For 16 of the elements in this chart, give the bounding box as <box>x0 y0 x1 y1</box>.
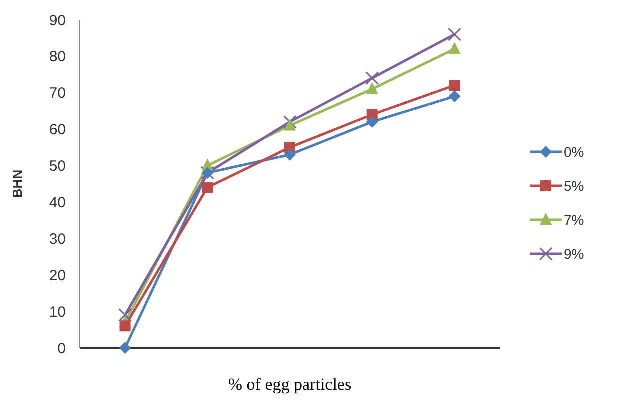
y-tick-label: 30 <box>49 230 66 248</box>
legend-label: 7% <box>564 212 584 228</box>
y-tick-label: 20 <box>49 267 66 284</box>
y-tick-label: 70 <box>49 85 66 102</box>
y-tick-label: 50 <box>49 158 66 176</box>
x-axis-title: % of egg particles <box>228 375 352 394</box>
legend-label: 5% <box>564 178 584 194</box>
legend-label: 9% <box>564 246 584 262</box>
y-tick-label: 60 <box>49 122 66 139</box>
y-tick-label: 0 <box>58 340 66 358</box>
legend-label: 0% <box>564 144 584 160</box>
y-axis-title: BHN <box>10 170 25 198</box>
y-tick-label: 40 <box>49 194 66 212</box>
y-tick-label: 90 <box>49 12 66 30</box>
y-tick-label: 80 <box>49 48 66 66</box>
y-tick-label: 10 <box>49 304 66 321</box>
